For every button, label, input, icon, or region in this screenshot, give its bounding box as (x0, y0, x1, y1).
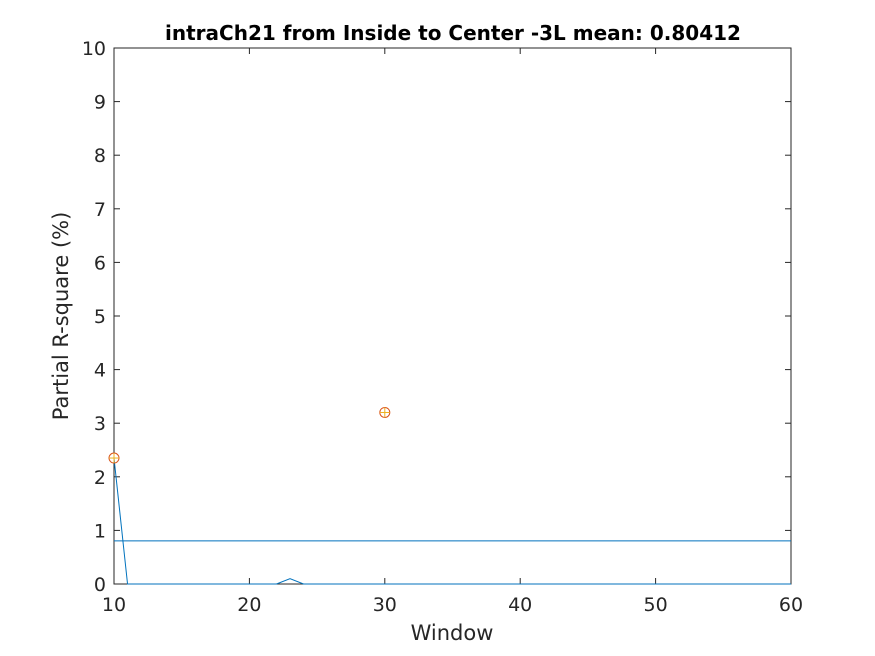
y-tick-label: 4 (94, 360, 106, 382)
x-axis-label: Window (411, 621, 494, 645)
y-axis-label: Partial R-square (%) (49, 212, 73, 421)
y-tick-label: 3 (94, 413, 106, 435)
chart-title: intraCh21 from Inside to Center -3L mean… (165, 21, 741, 45)
x-tick-label: 30 (373, 594, 397, 616)
chart-marks (108, 406, 791, 585)
axis-ticks: 10 20 30 40 50 60 0 1 2 3 4 5 6 7 8 9 10 (82, 38, 803, 616)
plot-area (113, 47, 792, 585)
x-tick-label: 10 (102, 594, 126, 616)
series-line (113, 457, 791, 585)
x-tick-label: 60 (779, 594, 803, 616)
y-tick-label: 10 (82, 38, 106, 60)
axes-box (113, 47, 792, 585)
y-tick-label: 6 (94, 252, 106, 274)
x-tick-label: 20 (237, 594, 261, 616)
y-tick-label: 2 (94, 467, 106, 489)
y-tick-label: 0 (94, 574, 106, 596)
x-tick-label: 50 (644, 594, 668, 616)
y-tick-label: 9 (94, 92, 106, 114)
highlight-marker (108, 452, 120, 464)
highlight-marker (379, 406, 391, 418)
y-tick-label: 1 (94, 520, 106, 542)
y-tick-label: 5 (94, 306, 106, 328)
y-tick-label: 7 (94, 199, 106, 221)
y-tick-label: 8 (94, 145, 106, 167)
x-tick-label: 40 (508, 594, 532, 616)
